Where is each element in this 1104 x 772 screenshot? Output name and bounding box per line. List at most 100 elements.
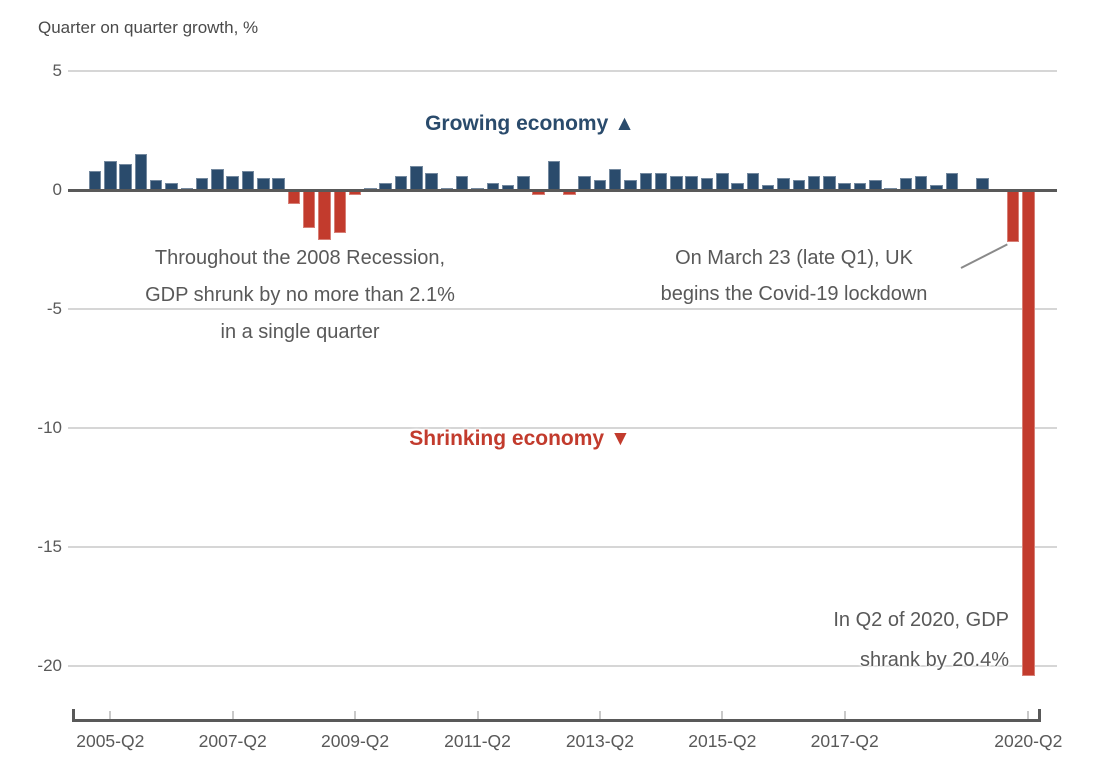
bar-2018-Q3 (914, 175, 928, 190)
x-tick-label-2020-Q2: 2020-Q2 (994, 731, 1063, 751)
bar-2008-Q3 (302, 190, 316, 229)
bar-2016-Q3 (792, 180, 806, 190)
y-tick-label-5: 5 (52, 60, 62, 80)
covid-annotation-line: On March 23 (late Q1), UK (675, 247, 913, 269)
bar-2006-Q3 (180, 187, 194, 190)
x-tick-2011-Q2 (476, 711, 479, 719)
bar-2010-Q1 (394, 175, 408, 190)
recession-annotation-line: GDP shrunk by no more than 2.1% (145, 284, 455, 306)
bar-2012-Q2 (532, 190, 545, 195)
x-tick-2007-Q2 (231, 711, 234, 719)
bar-2006-Q1 (149, 180, 163, 190)
gridline--20 (68, 665, 1057, 668)
bar-2008-Q4 (318, 190, 331, 240)
gridline--5 (68, 308, 1057, 311)
x-tick-label-2005-Q2: 2005-Q2 (76, 731, 145, 751)
bar-2020-Q2 (1022, 190, 1035, 676)
gridline--15 (68, 546, 1057, 549)
x-axis-right-cap (1038, 709, 1041, 720)
bar-2014-Q3 (670, 175, 683, 190)
bar-2015-Q3 (731, 182, 744, 190)
bar-2015-Q4 (746, 173, 760, 190)
x-tick-2005-Q2 (109, 711, 112, 719)
covid-lockdown-annotation: On March 23 (late Q1), UK begins the Cov… (608, 240, 980, 312)
bar-2007-Q3 (241, 170, 255, 190)
bar-2009-Q4 (379, 182, 392, 190)
x-tick-2015-Q2 (721, 711, 724, 719)
recession-annotation: Throughout the 2008 Recession, GDP shrun… (88, 240, 512, 351)
bar-2013-Q3 (608, 168, 622, 190)
x-tick-label-2013-Q2: 2013-Q2 (565, 731, 634, 751)
y-tick-label--10: -10 (37, 418, 62, 438)
bar-2005-Q1 (88, 170, 102, 190)
gridline--10 (68, 427, 1057, 430)
recession-annotation-line: Throughout the 2008 Recession, (154, 247, 446, 269)
chart-title: Quarter on quarter growth, % (38, 18, 259, 37)
bar-2017-Q1 (823, 175, 836, 190)
bar-2019-Q1 (945, 173, 959, 190)
x-tick-label-2007-Q2: 2007-Q2 (198, 731, 267, 751)
y-tick-label--20: -20 (37, 656, 62, 676)
bar-2017-Q4 (869, 180, 882, 190)
bar-2010-Q4 (440, 187, 454, 190)
bar-2005-Q4 (134, 154, 148, 190)
y-tick-label--15: -15 (37, 537, 62, 557)
bar-2015-Q2 (716, 173, 729, 190)
bar-2013-Q2 (593, 180, 607, 190)
bar-2010-Q2 (410, 166, 423, 190)
bar-2015-Q1 (700, 178, 714, 190)
bar-2007-Q2 (226, 175, 239, 190)
y-tick-label--5: -5 (46, 299, 62, 319)
bar-2011-Q3 (486, 182, 500, 190)
bar-2009-Q3 (364, 187, 377, 190)
bar-2018-Q1 (884, 187, 897, 190)
bar-2009-Q1 (333, 190, 347, 233)
bar-2009-Q2 (348, 190, 362, 195)
bar-2008-Q2 (287, 190, 301, 205)
shrinking-economy-label: Shrinking economy ▼ (409, 427, 631, 450)
x-tick-2009-Q2 (354, 711, 357, 719)
bar-2011-Q4 (501, 185, 515, 190)
bar-2008-Q1 (272, 178, 285, 190)
covid-annotation-line: begins the Covid-19 lockdown (660, 283, 928, 305)
q2-annotation-line: In Q2 of 2020, GDP (833, 609, 1009, 631)
bar-2007-Q4 (257, 178, 270, 190)
x-tick-label-2017-Q2: 2017-Q2 (810, 731, 879, 751)
q2-annotation-line: shrank by 20.4% (860, 649, 1009, 671)
bar-2014-Q1 (639, 173, 653, 190)
x-tick-2017-Q2 (843, 711, 846, 719)
bar-2017-Q3 (853, 182, 867, 190)
zero-baseline (68, 189, 1057, 192)
x-tick-2020-Q2 (1027, 711, 1030, 719)
x-tick-label-2015-Q2: 2015-Q2 (688, 731, 757, 751)
q2-2020-annotation: In Q2 of 2020, GDP shrank by 20.4% (747, 600, 1009, 680)
bar-2019-Q3 (976, 178, 989, 190)
bar-2006-Q4 (195, 178, 209, 190)
bar-2018-Q4 (930, 185, 943, 190)
gridline-5 (68, 69, 1057, 72)
x-tick-label-2009-Q2: 2009-Q2 (321, 731, 390, 751)
bar-2007-Q1 (211, 168, 224, 190)
bar-2011-Q1 (455, 175, 469, 190)
bar-2013-Q1 (578, 175, 591, 190)
bar-2014-Q4 (685, 175, 698, 190)
bar-2005-Q2 (104, 161, 117, 190)
bar-2012-Q4 (563, 190, 576, 195)
bar-2005-Q3 (119, 163, 132, 190)
bar-2006-Q2 (165, 182, 178, 190)
y-tick-label-0: 0 (52, 180, 62, 199)
bar-2016-Q2 (777, 178, 790, 190)
bar-2012-Q3 (547, 161, 561, 190)
x-tick-2013-Q2 (598, 711, 601, 719)
bar-2011-Q2 (471, 187, 484, 190)
bar-2012-Q1 (517, 175, 530, 190)
bar-2016-Q4 (807, 175, 821, 190)
bar-2018-Q2 (899, 178, 913, 190)
x-tick-label-2011-Q2: 2011-Q2 (444, 731, 511, 751)
bar-2014-Q2 (654, 173, 668, 190)
